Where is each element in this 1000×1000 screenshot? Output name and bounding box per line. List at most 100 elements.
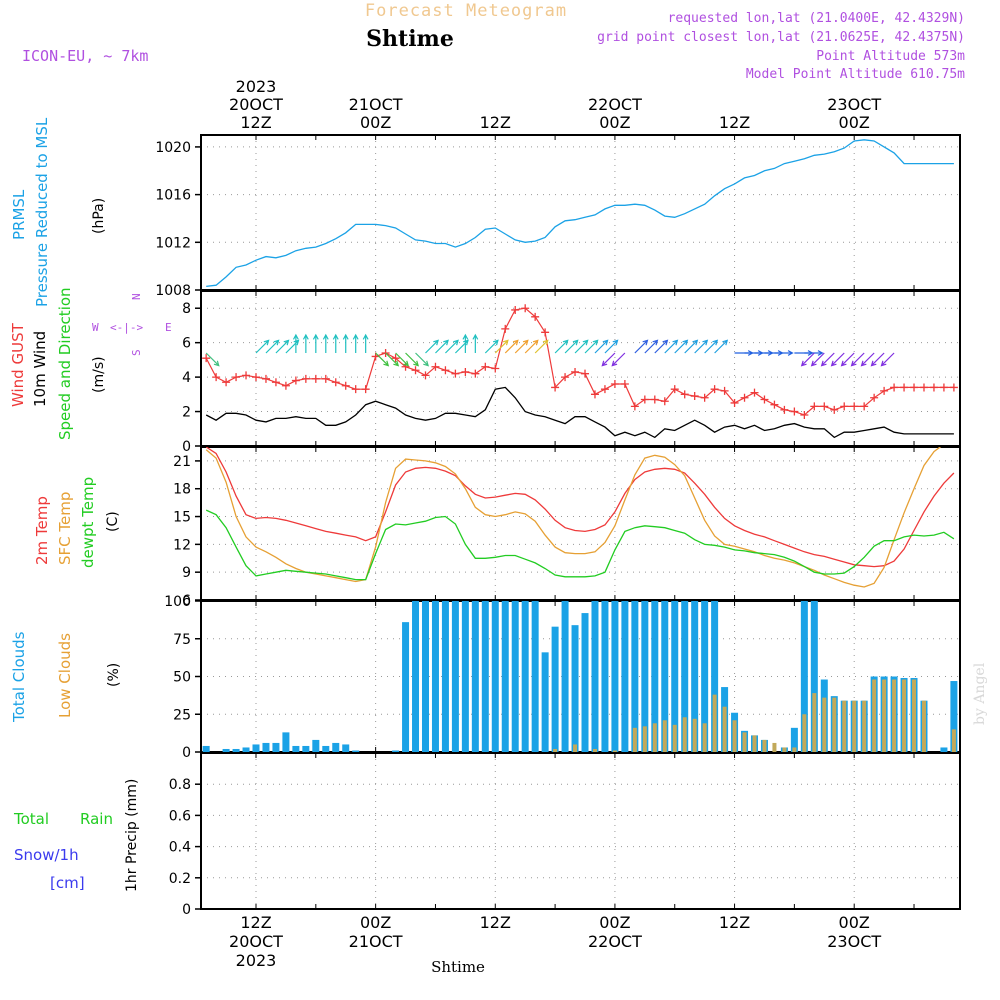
ytick-label-wind: 6 — [182, 336, 191, 352]
wind-label-b: 10m Wind — [31, 331, 49, 407]
total-cloud-bar — [163, 728, 170, 752]
precip-label-snow: Snow/1h — [14, 846, 79, 864]
bottom-date-label: 23OCT — [827, 932, 881, 951]
gust-marker — [351, 385, 360, 394]
total-cloud-bar — [342, 744, 350, 752]
gust-marker — [341, 381, 350, 390]
wind-arrow — [255, 339, 270, 354]
precip-label-cm: [cm] — [50, 874, 85, 892]
total-cloud-bar — [511, 601, 519, 752]
wind-arrow — [774, 350, 794, 356]
total-cloud-bar — [421, 601, 429, 752]
total-cloud-bar — [551, 626, 559, 752]
gust-marker — [531, 312, 540, 321]
total-cloud-bar — [451, 601, 459, 752]
wind-arrow — [800, 352, 815, 367]
gust-marker — [571, 367, 580, 376]
total-cloud-bar — [352, 750, 360, 752]
wind-arrow — [601, 352, 616, 367]
low-cloud-bar — [692, 718, 697, 752]
top-date-label: 23OCT — [827, 95, 881, 114]
ytick-label-precipitation: 0.4 — [169, 840, 191, 856]
top-date-label: 21OCT — [349, 95, 403, 114]
wind-arrow — [830, 352, 845, 367]
wind-arrow — [395, 352, 410, 367]
ytick-label-temperature: 9 — [182, 565, 191, 581]
gust-marker — [561, 373, 570, 382]
total-cloud-bar — [661, 601, 669, 752]
wind-arrow — [594, 339, 609, 354]
top-date-label: 22OCT — [588, 95, 642, 114]
gust-marker — [301, 374, 310, 383]
gust-marker — [600, 385, 609, 394]
low-cloud-bar — [732, 720, 737, 752]
low-cloud-bar — [892, 679, 897, 752]
gust-marker — [441, 366, 450, 375]
gust-marker — [790, 407, 799, 416]
gust-marker — [590, 390, 599, 399]
total-cloud-bar — [133, 726, 140, 752]
total-cloud-bar — [641, 601, 649, 752]
wind-arrow — [611, 352, 626, 367]
total-cloud-bar — [591, 601, 599, 752]
low-cloud-bar — [772, 742, 777, 752]
wind-arrow — [664, 339, 679, 354]
wind-arrow — [870, 352, 885, 367]
gust-marker — [800, 411, 809, 419]
temp-label-c: dewpt Temp — [79, 477, 97, 568]
precip-label-total: Total — [13, 810, 49, 828]
total-cloud-bar — [193, 740, 200, 752]
low-cloud-bar — [962, 732, 966, 752]
ytick-label-temperature: 15 — [173, 510, 191, 526]
temp-labels: 2m Temp SFC Temp dewpt Temp (C) — [33, 477, 121, 568]
gust-marker — [820, 402, 829, 411]
gust-marker — [720, 386, 729, 395]
wind-label-a: Wind GUST — [9, 322, 27, 407]
panel-wind: 0 2 4 6 8 — [182, 290, 961, 455]
gust-line — [205, 307, 954, 416]
gust-marker — [411, 366, 420, 375]
precip-unit: 1hr Precip (mm) — [124, 779, 140, 892]
bottom-hour-label: 00Z — [360, 913, 391, 932]
total-cloud-bar — [501, 601, 509, 752]
low-cloud-bar — [573, 744, 578, 752]
total-cloud-bar — [621, 601, 629, 752]
temp-label-b: SFC Temp — [56, 492, 74, 565]
bottom-hour-label: 12Z — [480, 913, 511, 932]
total-cloud-bar — [711, 601, 719, 752]
total-cloud-bar — [940, 747, 948, 752]
temp-line-t2m — [205, 447, 955, 568]
bottom-date-label: 22OCT — [588, 932, 642, 951]
gust-marker — [740, 393, 749, 402]
total-cloud-bar — [541, 652, 549, 752]
top-date-label: 20OCT — [229, 95, 283, 114]
wind-arrow — [292, 333, 299, 353]
bottom-hour-label: 12Z — [240, 913, 271, 932]
wind-arrow — [462, 333, 469, 353]
gust-marker — [929, 383, 938, 392]
gust-marker — [291, 376, 300, 385]
total-cloud-bar — [252, 744, 260, 752]
compass-w: W — [92, 321, 99, 334]
wind-arrow — [425, 339, 439, 354]
wind-arrow — [554, 339, 569, 354]
frame-wind — [200, 290, 961, 447]
low-cloud-bar — [592, 748, 597, 752]
low-cloud-bar — [882, 679, 887, 752]
low-cloud-bar — [792, 747, 797, 752]
bottom-hour-label: 12Z — [719, 913, 750, 932]
compass-e: E — [165, 321, 172, 334]
total-cloud-bar — [282, 732, 290, 752]
total-cloud-bar — [491, 601, 499, 752]
total-cloud-bar — [471, 601, 479, 752]
wind-arrow — [205, 352, 220, 367]
wind-arrow — [564, 339, 579, 354]
total-cloud-bar — [272, 742, 280, 752]
total-cloud-bar — [412, 601, 420, 752]
compass-rose: N S W E <-|-> — [92, 293, 172, 356]
total-cloud-bar — [222, 748, 230, 752]
low-cloud-bar — [164, 734, 168, 752]
total-cloud-bar — [402, 622, 410, 752]
low-cloud-bar — [862, 700, 867, 752]
total-cloud-bar — [332, 742, 340, 752]
